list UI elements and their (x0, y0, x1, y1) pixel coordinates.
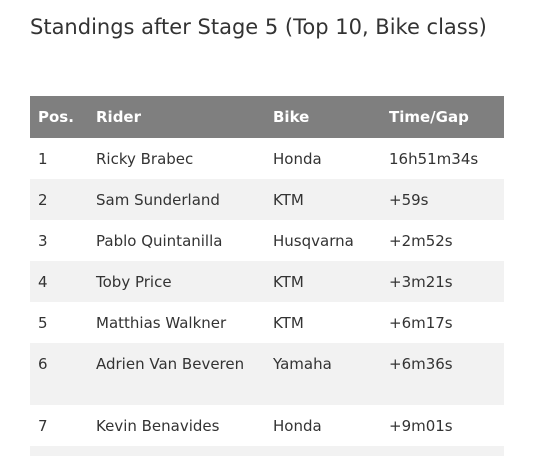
cell-rider: Toby Price (88, 261, 265, 302)
cell-time-gap: +6m17s (389, 313, 453, 332)
cell-time-gap: +2m52s (389, 231, 453, 250)
cell-time-gap: +6m36s (381, 343, 504, 405)
cell-rider: Sam Sunderland (88, 179, 265, 220)
cell-bike: KTM (265, 261, 381, 302)
cell-rider: Kevin Benavides (96, 416, 220, 435)
table-header-row: Pos. Rider Bike Time/Gap (30, 96, 504, 138)
cell-position: 2 (30, 179, 88, 220)
cell-rider: Adrien Van Beveren (88, 343, 265, 405)
cell-position: 4 (30, 261, 88, 302)
page-title: Standings after Stage 5 (Top 10, Bike cl… (30, 15, 487, 39)
cell-bike: Honda (273, 149, 322, 168)
cell-position: 3 (38, 231, 48, 250)
cell-bike: KTM (273, 313, 304, 332)
cell-rider: Ricky Brabec (96, 149, 194, 168)
cell-bike: KTM (265, 179, 381, 220)
column-header-bike: Bike (265, 96, 381, 138)
cell-bike: Yamaha (265, 343, 381, 405)
standings-table: Pos. Rider Bike Time/Gap 1 Ricky Brabec … (30, 96, 504, 456)
cell-time-gap: +3m21s (381, 261, 504, 302)
column-header-rider: Rider (88, 96, 265, 138)
table-row: 1 Ricky Brabec Honda 16h51m34s (30, 138, 504, 179)
table-row: 2 Sam Sunderland KTM +59s (30, 179, 504, 220)
cell-position: 5 (38, 313, 48, 332)
cell-time-gap: +9m01s (389, 416, 453, 435)
column-header-time-gap: Time/Gap (381, 96, 504, 138)
cell-rider: Matthias Walkner (96, 313, 227, 332)
cell-time-gap: +59s (381, 179, 504, 220)
cell-position: 6 (30, 343, 88, 405)
cell-position: 7 (38, 416, 48, 435)
cell-position: 1 (38, 149, 48, 168)
cell-bike: Honda (273, 416, 322, 435)
table-row: 5 Matthias Walkner KTM +6m17s (30, 302, 504, 343)
cell-bike: Husqvarna (273, 231, 354, 250)
table-row: 7 Kevin Benavides Honda +9m01s (30, 405, 504, 446)
table-row: 6 Adrien Van Beveren Yamaha +6m36s (30, 343, 504, 405)
table-row-partial (30, 446, 504, 456)
table-row: 3 Pablo Quintanilla Husqvarna +2m52s (30, 220, 504, 261)
cell-rider: Pablo Quintanilla (96, 231, 223, 250)
column-header-position: Pos. (30, 96, 88, 138)
cell-time-gap: 16h51m34s (389, 149, 479, 168)
table-row: 4 Toby Price KTM +3m21s (30, 261, 504, 302)
